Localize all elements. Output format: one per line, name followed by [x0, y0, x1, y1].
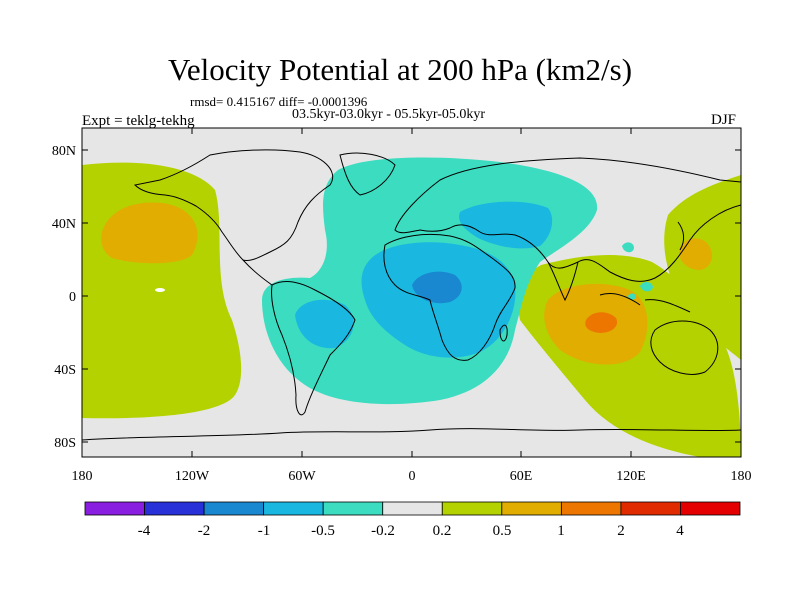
x-tick-label: 180	[731, 469, 752, 484]
colorbar-label: 1	[557, 523, 565, 539]
colorbar-swatch	[441, 501, 503, 516]
colorbar	[84, 501, 741, 516]
colorbar-swatch	[620, 501, 681, 516]
colorbar-swatch	[84, 501, 145, 516]
colorbar-label: -1	[258, 523, 271, 539]
coastlines	[82, 149, 741, 441]
period-label: 03.5kyr-03.0kyr - 05.5kyr-05.0kyr	[292, 107, 486, 122]
x-tick-label: 120W	[175, 469, 210, 484]
colorbar-label: 2	[617, 523, 625, 539]
contour-mideast-negative	[459, 201, 553, 249]
y-tick-label: 80S	[54, 436, 76, 451]
colorbar-swatch	[144, 501, 205, 516]
x-tick-label: 0	[409, 469, 416, 484]
colorbar-swatch	[680, 501, 741, 516]
contour-southamerica-negative	[295, 299, 354, 349]
contour-west-pacific-core	[679, 238, 712, 270]
contour-asia-negative-2	[640, 281, 653, 292]
contour-asia-negative-3	[628, 293, 636, 300]
contour-asia-negative-1	[622, 242, 634, 253]
colorbar-swatch	[322, 501, 384, 516]
x-tick-label: 120E	[616, 469, 646, 484]
x-tick-label: 180	[72, 469, 93, 484]
rmsd-diff-label: rmsd= 0.415167 diff= -0.0001396	[190, 94, 368, 109]
colorbar-swatch	[203, 501, 265, 516]
colorbar-label: 4	[676, 523, 684, 539]
y-tick-label: 40N	[52, 217, 76, 232]
x-tick-label: 60E	[510, 469, 533, 484]
colorbar-label: 0.5	[493, 523, 512, 539]
chart-title: Velocity Potential at 200 hPa (km2/s)	[167, 52, 633, 87]
missing-data-spot	[155, 288, 165, 292]
season-label: DJF	[711, 112, 737, 128]
y-tick-label: 0	[69, 290, 76, 305]
colorbar-swatch	[263, 501, 324, 516]
colorbar-swatch	[560, 501, 622, 516]
colorbar-swatch	[382, 501, 443, 516]
colorbar-label: -0.5	[311, 523, 335, 539]
y-tick-label: 80N	[52, 144, 76, 159]
y-tick-label: 40S	[54, 363, 76, 378]
experiment-label: Expt = teklg-tekhg	[82, 113, 195, 129]
colorbar-label: -2	[198, 523, 211, 539]
colorbar-swatch	[501, 501, 562, 516]
axis-ticks	[81, 128, 742, 457]
contour-maritime-max	[585, 312, 618, 333]
contour-africa-min	[412, 271, 462, 304]
contour-pacific-core	[101, 202, 198, 264]
x-tick-label: 60W	[288, 469, 316, 484]
colorbar-label: -4	[138, 523, 151, 539]
colorbar-labels: -4 -2 -1 -0.5 -0.2 0.2 0.5 1 2 4	[138, 523, 685, 539]
colorbar-label: -0.2	[371, 523, 395, 539]
colorbar-label: 0.2	[433, 523, 452, 539]
